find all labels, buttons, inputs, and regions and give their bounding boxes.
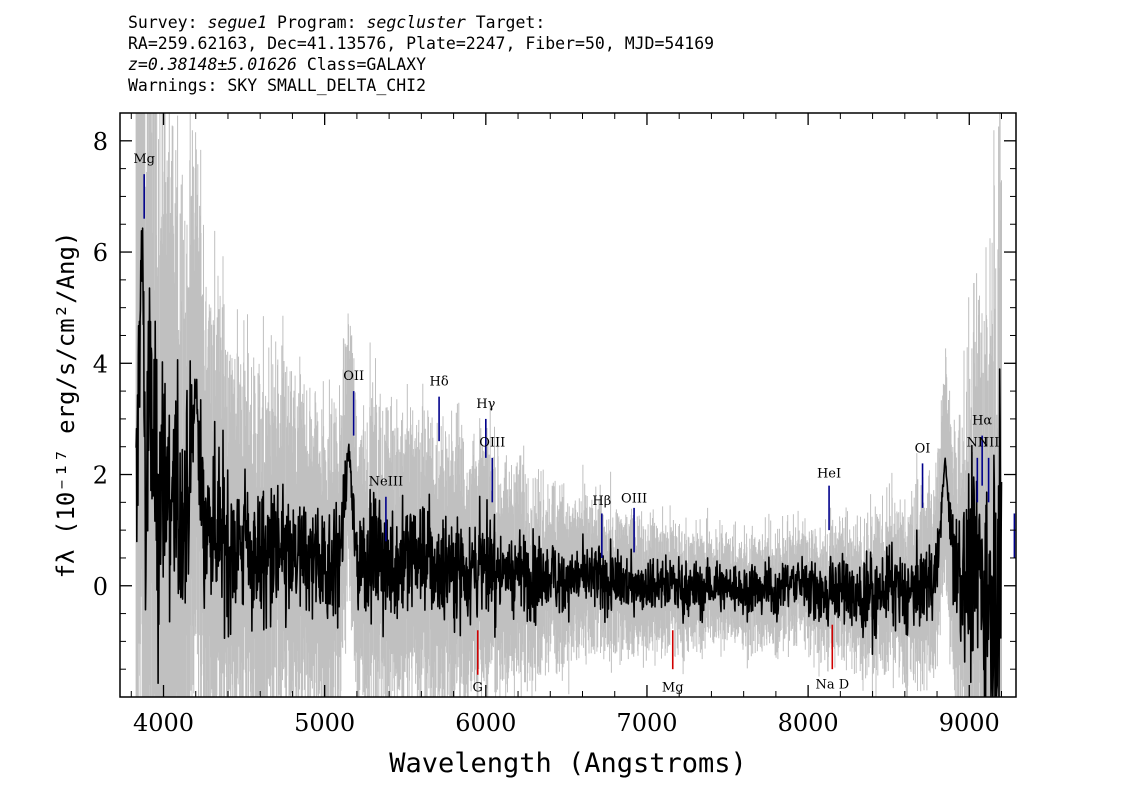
y-tick-label: 8 bbox=[93, 128, 108, 156]
marker-label-3: Hδ bbox=[429, 375, 448, 390]
program-value: segcluster bbox=[366, 13, 466, 32]
header-line-3: z=0.38148±5.01626 Class=GALAXY bbox=[128, 54, 714, 75]
y-tick-label: 0 bbox=[93, 573, 108, 601]
flux-layer bbox=[135, 227, 1003, 697]
header-warnings: Warnings: SKY SMALL_DELTA_CHI2 bbox=[128, 76, 427, 95]
marker-label-6: Hβ bbox=[592, 494, 611, 509]
marker-label-0: Mg bbox=[133, 152, 155, 167]
marker-label-14: G bbox=[473, 680, 483, 695]
target-label: Target: bbox=[475, 13, 546, 32]
x-tick-label: 4000 bbox=[133, 709, 194, 737]
survey-label: Survey: bbox=[128, 13, 198, 32]
survey-value: segue1 bbox=[207, 13, 268, 32]
x-tick-label: 6000 bbox=[455, 709, 516, 737]
marker-label-5: OIII bbox=[479, 436, 505, 451]
y-axis-label: fλ (10⁻¹⁷ erg/s/cm²/Ang) bbox=[52, 232, 80, 579]
marker-label-9: OI bbox=[915, 441, 931, 456]
header-line-1: Survey: segue1 Program: segcluster Targe… bbox=[128, 12, 714, 33]
class-value: Class=GALAXY bbox=[306, 55, 427, 74]
x-tick-label: 5000 bbox=[294, 709, 355, 737]
x-tick-label: 9000 bbox=[939, 709, 1000, 737]
x-axis-label: Wavelength (Angstroms) bbox=[389, 748, 747, 779]
marker-label-15: Mg bbox=[662, 680, 684, 695]
redshift-value: z=0.38148±5.01626 bbox=[128, 55, 297, 74]
marker-label-16: Na D bbox=[815, 678, 849, 693]
marker-label-4: Hγ bbox=[476, 397, 495, 412]
marker-label-8: HeI bbox=[817, 466, 841, 481]
x-tick-label: 7000 bbox=[616, 709, 677, 737]
plot-frame bbox=[119, 112, 1017, 698]
marker-label-11: Hα bbox=[972, 413, 992, 428]
marker-label-1: OII bbox=[343, 369, 364, 384]
x-tick-label: 8000 bbox=[778, 709, 839, 737]
marker-label-12: NII bbox=[978, 436, 1000, 451]
axis-ticks: 4000 5000 6000 7000 8000 9000 0 2 4 6 8 bbox=[93, 112, 1016, 737]
y-tick-label: 6 bbox=[93, 239, 108, 267]
marker-label-7: OIII bbox=[621, 491, 647, 506]
flux-series bbox=[135, 227, 1003, 697]
header-line-2: RA=259.62163, Dec=41.13576, Plate=2247, … bbox=[128, 34, 715, 53]
y-tick-label: 4 bbox=[93, 350, 108, 378]
spectrum-header: Survey: segue1 Program: segcluster Targe… bbox=[128, 12, 714, 96]
y-tick-label: 2 bbox=[93, 462, 108, 490]
marker-label-2: NeIII bbox=[369, 475, 403, 490]
program-label: Program: bbox=[277, 13, 357, 32]
